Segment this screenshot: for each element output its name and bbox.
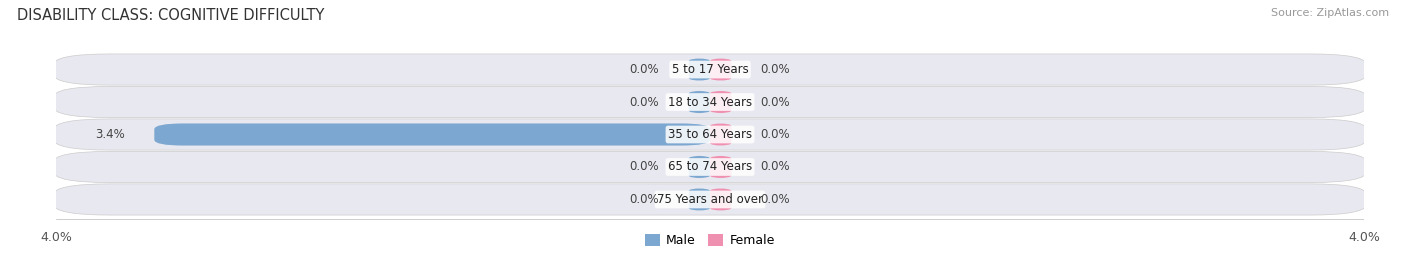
FancyBboxPatch shape	[53, 54, 1367, 85]
Text: 0.0%: 0.0%	[761, 128, 790, 141]
Text: 0.0%: 0.0%	[630, 193, 659, 206]
FancyBboxPatch shape	[710, 156, 731, 178]
Text: 0.0%: 0.0%	[630, 95, 659, 108]
FancyBboxPatch shape	[53, 119, 1367, 150]
Text: DISABILITY CLASS: COGNITIVE DIFFICULTY: DISABILITY CLASS: COGNITIVE DIFFICULTY	[17, 8, 325, 23]
Text: 65 to 74 Years: 65 to 74 Years	[668, 161, 752, 174]
FancyBboxPatch shape	[53, 184, 1367, 215]
FancyBboxPatch shape	[710, 188, 731, 211]
FancyBboxPatch shape	[710, 58, 731, 81]
FancyBboxPatch shape	[53, 86, 1367, 118]
FancyBboxPatch shape	[689, 188, 710, 211]
FancyBboxPatch shape	[689, 156, 710, 178]
FancyBboxPatch shape	[689, 91, 710, 113]
Text: 0.0%: 0.0%	[630, 161, 659, 174]
Text: 35 to 64 Years: 35 to 64 Years	[668, 128, 752, 141]
FancyBboxPatch shape	[53, 151, 1367, 183]
Text: 18 to 34 Years: 18 to 34 Years	[668, 95, 752, 108]
Text: 0.0%: 0.0%	[761, 63, 790, 76]
FancyBboxPatch shape	[689, 58, 710, 81]
FancyBboxPatch shape	[155, 123, 710, 146]
Text: 5 to 17 Years: 5 to 17 Years	[672, 63, 748, 76]
Text: 3.4%: 3.4%	[96, 128, 125, 141]
Text: 0.0%: 0.0%	[761, 161, 790, 174]
FancyBboxPatch shape	[710, 123, 731, 146]
FancyBboxPatch shape	[710, 91, 731, 113]
Text: 75 Years and over: 75 Years and over	[657, 193, 763, 206]
Legend: Male, Female: Male, Female	[640, 229, 780, 252]
Text: 0.0%: 0.0%	[630, 63, 659, 76]
Text: Source: ZipAtlas.com: Source: ZipAtlas.com	[1271, 8, 1389, 18]
Text: 0.0%: 0.0%	[761, 95, 790, 108]
Text: 0.0%: 0.0%	[761, 193, 790, 206]
